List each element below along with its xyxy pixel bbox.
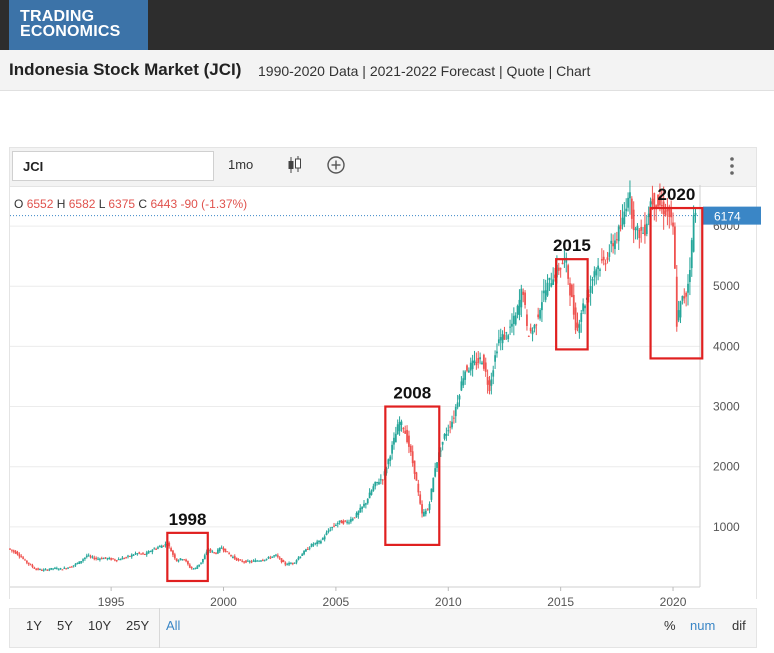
range-divider bbox=[159, 608, 160, 648]
range-bar bbox=[9, 608, 757, 648]
open-value: 6552 bbox=[26, 197, 54, 211]
chart-frame bbox=[9, 187, 757, 599]
range-all-button[interactable]: All bbox=[166, 618, 181, 633]
title-bar bbox=[0, 50, 774, 91]
range-5y-button[interactable]: 5Y bbox=[57, 618, 73, 633]
ohlc-readout: O 6552 H 6582 L 6375 C 6443 -90 (-1.37%) bbox=[14, 197, 247, 211]
mode-num-button[interactable]: num bbox=[690, 618, 716, 633]
page-title: Indonesia Stock Market (JCI) bbox=[9, 60, 242, 79]
range-10y-button[interactable]: 10Y bbox=[88, 618, 112, 633]
low-value: 6375 bbox=[108, 197, 136, 211]
open-label: O bbox=[14, 197, 24, 211]
range-25y-button[interactable]: 25Y bbox=[126, 618, 150, 633]
high-value: 6582 bbox=[68, 197, 96, 211]
brand-logo[interactable]: TRADING ECONOMICS bbox=[9, 0, 148, 50]
high-label: H bbox=[56, 197, 66, 211]
low-label: L bbox=[98, 197, 106, 211]
more-options-icon[interactable] bbox=[726, 155, 738, 177]
add-indicator-icon[interactable] bbox=[326, 155, 346, 175]
interval-selector[interactable]: 1mo bbox=[228, 157, 254, 172]
close-label: C bbox=[138, 197, 148, 211]
change-value: -90 (-1.37%) bbox=[180, 197, 248, 211]
brand-line1: TRADING bbox=[20, 8, 95, 25]
range-1y-button[interactable]: 1Y bbox=[26, 618, 42, 633]
brand-line2: ECONOMICS bbox=[20, 23, 121, 40]
candlestick-icon[interactable] bbox=[286, 155, 302, 175]
close-value: 6443 bbox=[150, 197, 178, 211]
mode-dif-button[interactable]: dif bbox=[732, 618, 746, 633]
page-subtitle-links[interactable]: 1990-2020 Data | 2021-2022 Forecast | Qu… bbox=[258, 63, 591, 79]
symbol-input[interactable]: JCI bbox=[12, 151, 214, 181]
mode-percent-button[interactable]: % bbox=[664, 618, 676, 633]
